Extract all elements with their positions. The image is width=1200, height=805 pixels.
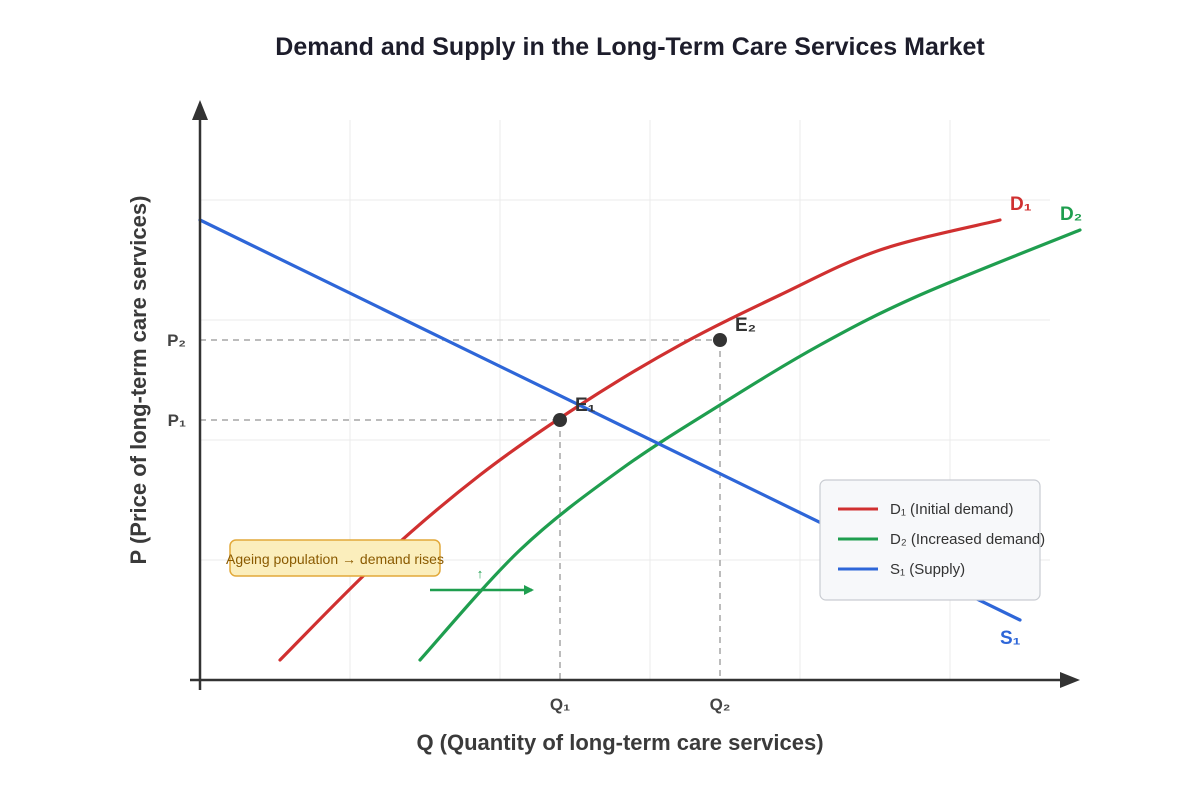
legend-item-d1: D₁ (Initial demand) — [890, 501, 1013, 518]
equilibrium-point-e2 — [713, 333, 727, 347]
annotation-text: Ageing population → demand rises — [226, 551, 444, 567]
curve-label-s1: S₁ — [1000, 628, 1021, 649]
equilibrium-label-e2: E₂ — [735, 315, 756, 336]
y-axis-arrowhead — [192, 100, 208, 120]
x-axis-arrowhead — [1060, 672, 1080, 688]
y-axis-label: P (Price of long-term care services) — [126, 196, 151, 565]
equilibrium-points: E₁ E₂ — [553, 315, 756, 427]
equilibrium-label-e1: E₁ — [575, 395, 596, 416]
y-tick-label-p2: P₂ — [167, 331, 186, 350]
chart-title: Demand and Supply in the Long-Term Care … — [275, 33, 985, 61]
equilibrium-point-e1 — [553, 413, 567, 427]
small-up-arrow-icon: ↑ — [477, 566, 484, 581]
annotation-box — [229, 539, 441, 577]
equilibrium-guides — [200, 339, 721, 680]
curve-d2 — [418, 228, 1082, 662]
curve-label-d2: D₂ — [1060, 204, 1082, 225]
x-axis-label: Q (Quantity of long-term care services) — [416, 730, 823, 755]
legend-item-s1: S₁ (Supply) — [890, 561, 965, 578]
legend-item-d2: D₂ (Increased demand) — [890, 531, 1045, 548]
x-tick-label-q1: Q₁ — [550, 695, 570, 714]
tick-labels: Q₁ P₁ Q₂ P₂ — [167, 331, 730, 714]
legend: D₁ (Initial demand) D₂ (Increased demand… — [819, 479, 1045, 601]
curve-label-d1: D₁ — [1010, 194, 1032, 215]
x-tick-label-q2: Q₂ — [710, 695, 731, 714]
y-tick-label-p1: P₁ — [168, 411, 186, 430]
axes — [190, 100, 1080, 690]
annotation: Ageing population → demand rises ↑ — [226, 539, 534, 595]
